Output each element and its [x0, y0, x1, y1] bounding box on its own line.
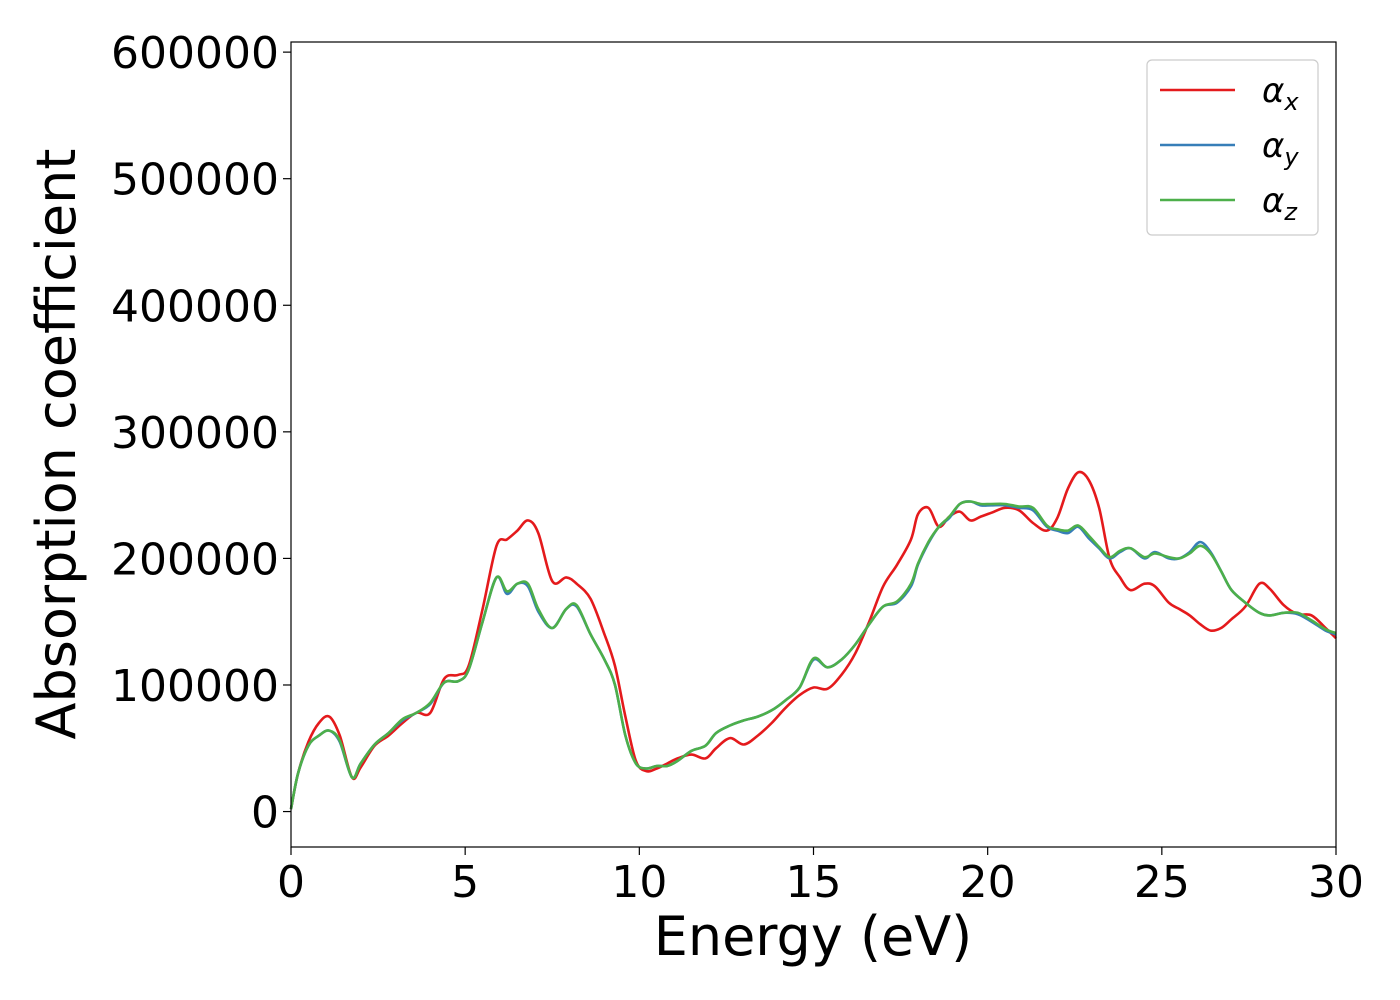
x-tick-label: 5 [451, 857, 479, 908]
y-axis-title: Absorption coefficient [25, 149, 88, 740]
x-axis-ticks: 0 5 10 15 20 25 30 [277, 847, 1364, 908]
y-tick-label: 0 [251, 788, 279, 839]
series-layer [289, 470, 1337, 810]
x-tick-label: 15 [786, 857, 842, 908]
x-axis-title: Energy (eV) [654, 905, 973, 968]
y-axis-ticks: 0 100000 200000 300000 400000 500000 600000 [111, 28, 291, 839]
x-tick-label: 0 [277, 857, 305, 908]
y-tick-label: 300000 [111, 408, 279, 459]
legend: αx αy αz [1146, 59, 1319, 236]
legend-label-y: αy [1262, 126, 1299, 171]
legend-box [1146, 59, 1319, 236]
series-line-x [289, 470, 1337, 810]
x-tick-label: 10 [611, 857, 667, 908]
y-tick-label: 600000 [111, 28, 279, 79]
series-line-z [289, 500, 1337, 810]
x-tick-label: 25 [1134, 857, 1190, 908]
y-tick-label: 400000 [111, 281, 279, 332]
y-tick-label: 200000 [111, 534, 279, 585]
legend-label-x: αx [1262, 71, 1299, 116]
legend-label-z: αz [1262, 181, 1298, 226]
x-tick-label: 20 [960, 857, 1016, 908]
y-tick-label: 500000 [111, 155, 279, 206]
y-tick-label: 100000 [111, 661, 279, 712]
x-tick-label: 30 [1308, 857, 1364, 908]
